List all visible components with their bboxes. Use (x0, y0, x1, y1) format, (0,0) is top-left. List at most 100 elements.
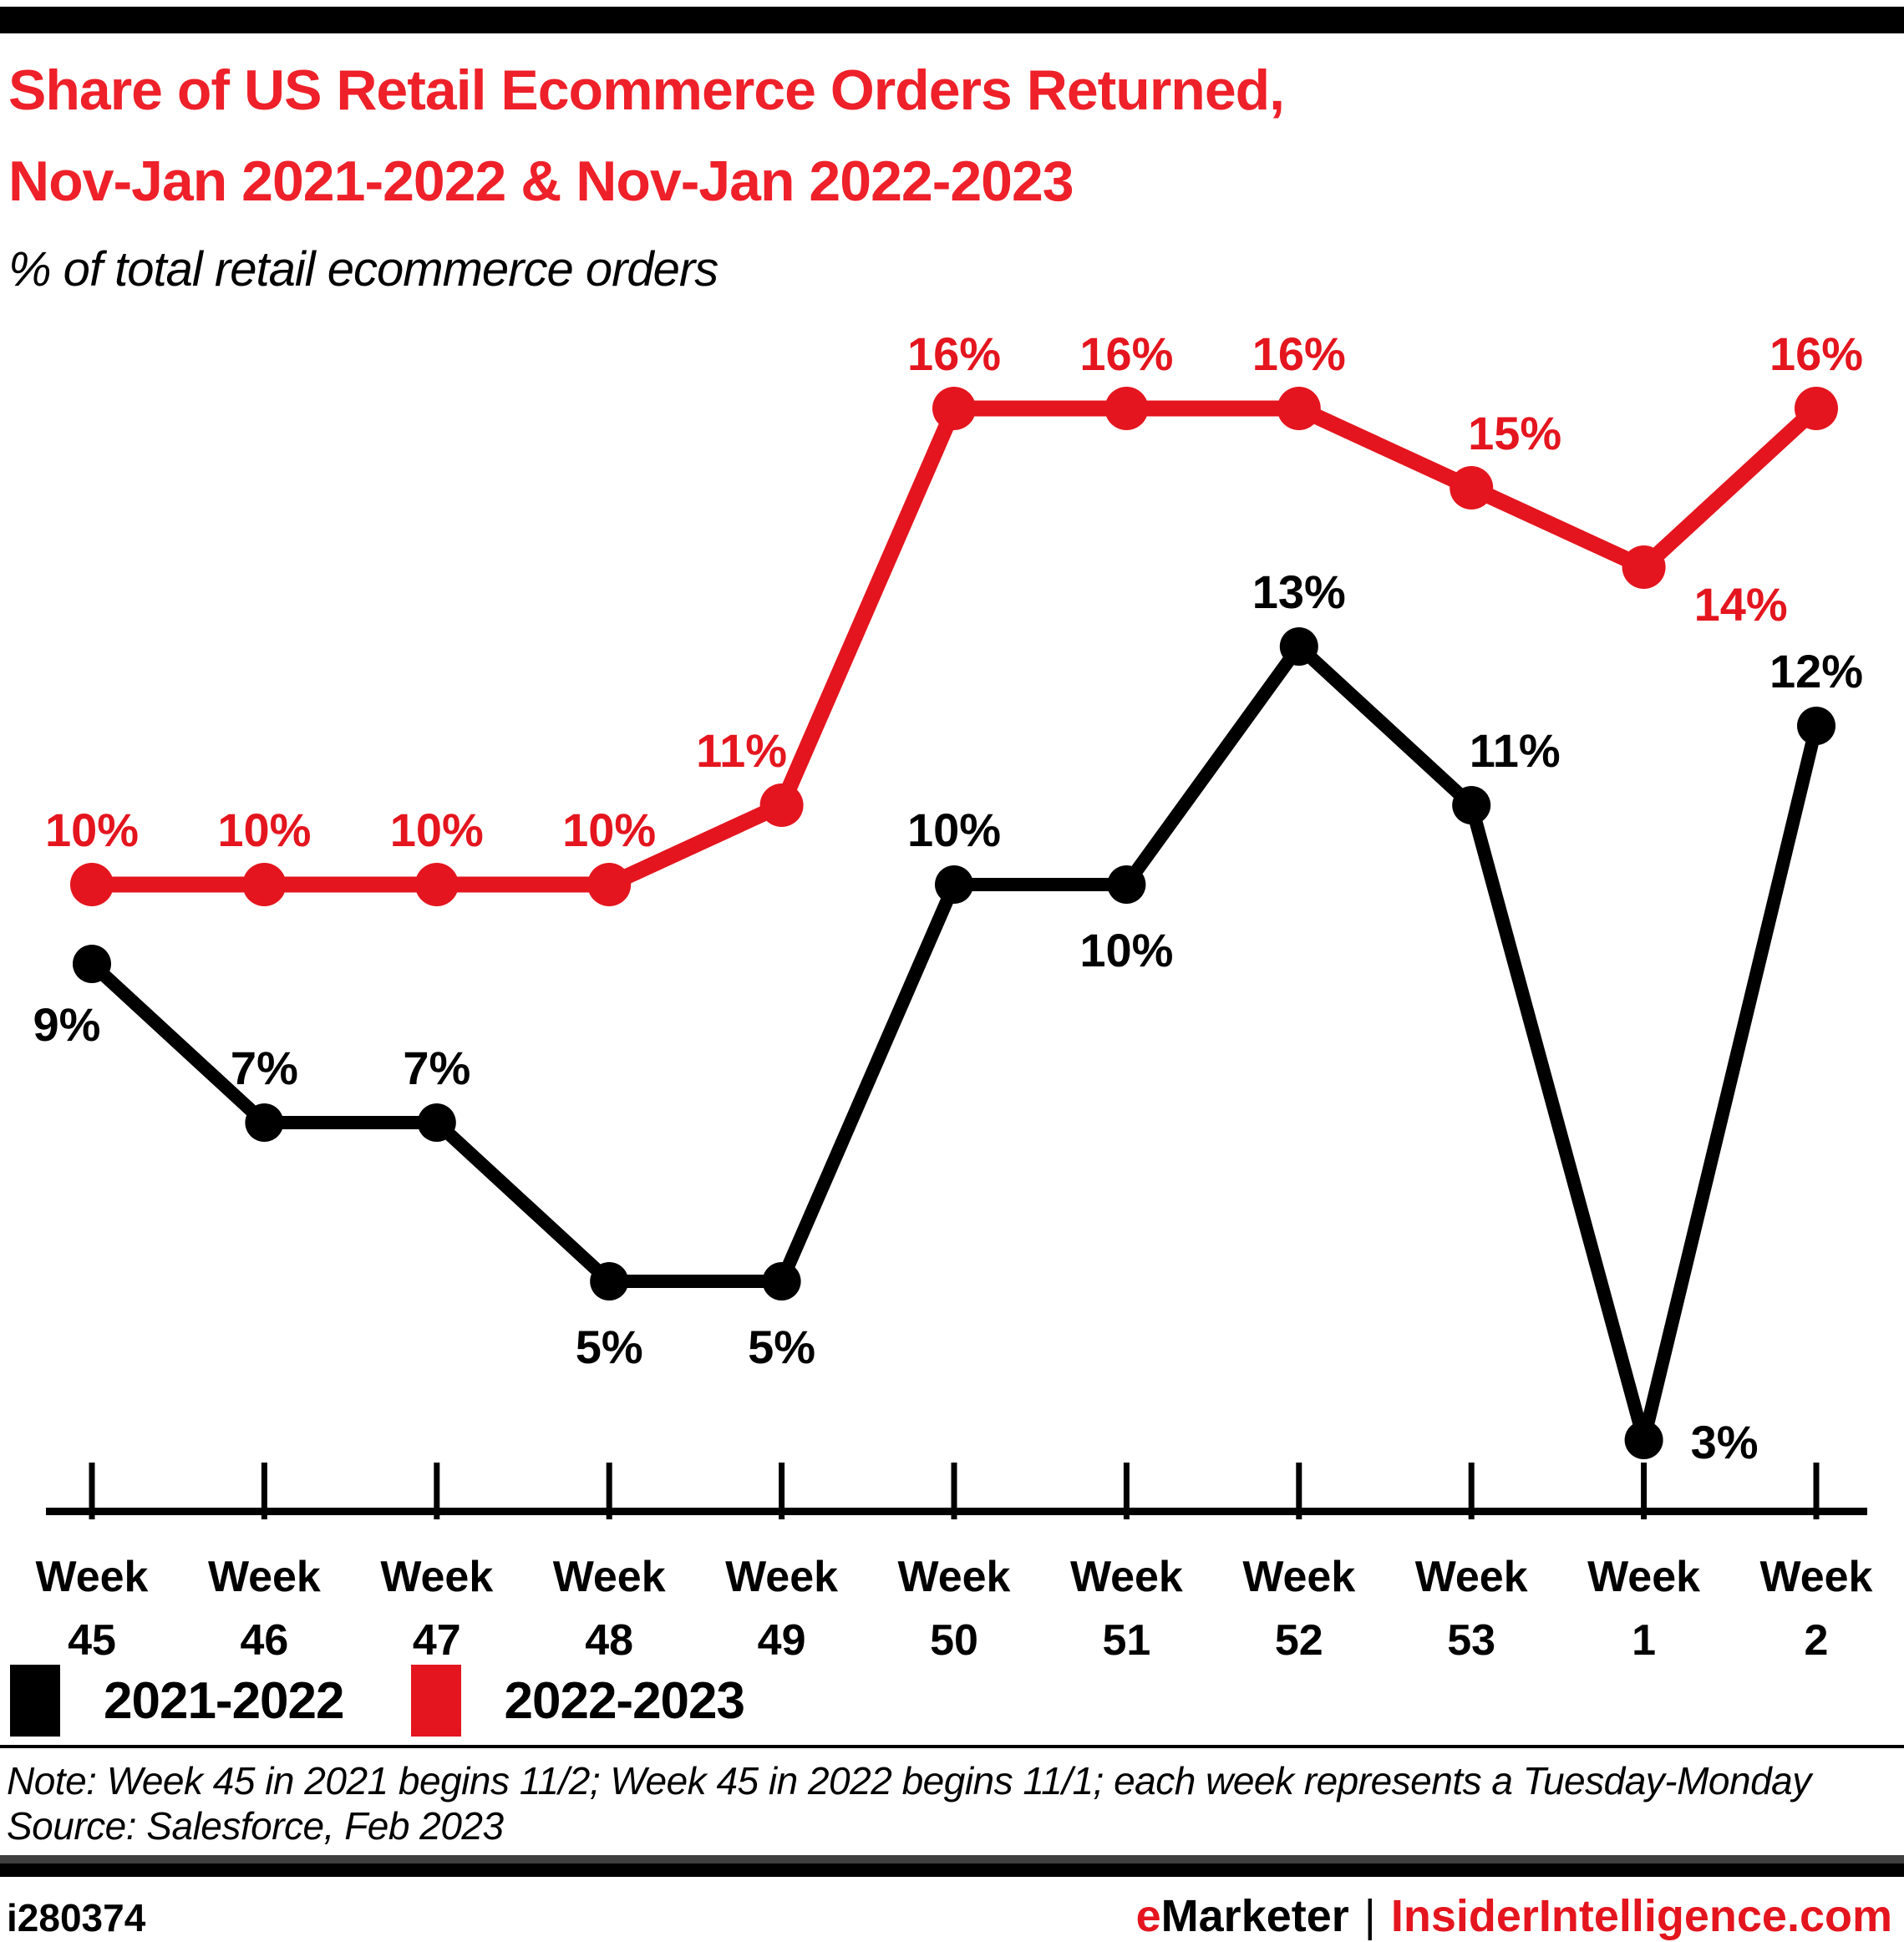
x-axis-label-week-number: 47 (413, 1616, 461, 1660)
brand-separator: | (1363, 1891, 1376, 1942)
x-axis-label-week-word: Week (208, 1553, 321, 1601)
x-axis-label-week-word: Week (1070, 1553, 1183, 1601)
x-axis-label-week-word: Week (1415, 1553, 1528, 1601)
x-axis-label-week-number: 45 (68, 1616, 116, 1660)
data-label-2022-2023-week-45: 10% (45, 804, 139, 856)
data-label-2022-2023-week-50: 16% (907, 327, 1001, 380)
x-axis-label-week-number: 46 (240, 1616, 288, 1660)
data-label-2022-2023-week-47: 10% (390, 804, 484, 856)
title-line-2: Nov-Jan 2021-2022 & Nov-Jan 2022-2023 (8, 149, 1074, 213)
data-point-2022-2023-week-52 (1277, 387, 1321, 431)
x-axis-tick (1468, 1463, 1475, 1520)
legend-item-2021-2022: 2021-2022 (10, 1665, 344, 1737)
footer-bar (0, 1855, 1904, 1878)
x-axis-label-week-number: 2 (1805, 1616, 1829, 1660)
x-axis-label-week-word: Week (36, 1553, 149, 1601)
data-point-2021-2022-week-50 (935, 865, 973, 905)
data-label-2021-2022-week-50: 10% (907, 804, 1001, 856)
data-point-2021-2022-week-48 (590, 1262, 629, 1301)
x-axis-tick (1641, 1463, 1648, 1520)
data-label-2021-2022-week-47: 7% (403, 1042, 470, 1094)
data-label-2022-2023-week-49: 11% (696, 724, 787, 777)
page-subtitle: % of total retail ecommerce orders (8, 241, 718, 297)
insider-intelligence-link[interactable]: InsiderIntelligence.com (1390, 1891, 1892, 1942)
emarketer-logo-rest: Marketer (1160, 1891, 1349, 1942)
data-point-2021-2022-week-52 (1279, 627, 1318, 667)
x-axis-label-week-word: Week (1760, 1553, 1873, 1601)
data-point-2021-2022-week-51 (1107, 865, 1146, 905)
data-point-2021-2022-week-45 (73, 945, 111, 984)
x-axis-tick (606, 1463, 612, 1520)
x-axis-tick (779, 1463, 785, 1520)
legend-swatch-black (10, 1665, 60, 1737)
data-label-2022-2023-week-51: 16% (1079, 327, 1173, 380)
note-text: Note: Week 45 in 2021 begins 11/2; Week … (7, 1759, 1811, 1803)
data-label-2021-2022-week-1: 3% (1691, 1416, 1759, 1468)
data-label-2021-2022-week-51: 10% (1079, 924, 1173, 976)
data-label-2022-2023-week-52: 16% (1252, 327, 1346, 380)
title-line-1: Share of US Retail Ecommerce Orders Retu… (8, 58, 1285, 122)
data-label-2022-2023-week-53: 15% (1468, 407, 1561, 459)
x-axis-label-week-word: Week (1242, 1553, 1355, 1601)
data-point-2021-2022-week-46 (245, 1103, 284, 1143)
data-label-2021-2022-week-53: 11% (1470, 724, 1561, 777)
data-point-2022-2023-week-48 (587, 863, 632, 907)
legend-label: 2022-2023 (504, 1671, 745, 1730)
x-axis-label-week-word: Week (553, 1553, 666, 1601)
footer-bar-black-strip (0, 1863, 1904, 1878)
x-axis-tick (1123, 1463, 1130, 1520)
data-label-2021-2022-week-52: 13% (1252, 565, 1346, 618)
x-axis-label-week-word: Week (1587, 1553, 1700, 1601)
data-point-2022-2023-week-1 (1622, 545, 1666, 590)
x-axis-label-week-number: 1 (1632, 1616, 1656, 1660)
legend-item-2022-2023: 2022-2023 (410, 1665, 745, 1737)
source-text: Source: Salesforce, Feb 2023 (7, 1804, 504, 1848)
data-label-2022-2023-week-46: 10% (217, 804, 311, 856)
data-label-2021-2022-week-2: 12% (1769, 645, 1863, 697)
data-label-2021-2022-week-48: 5% (576, 1321, 643, 1373)
legend-label: 2021-2022 (104, 1671, 344, 1730)
x-axis-label-week-number: 53 (1447, 1616, 1495, 1660)
x-axis-tick (261, 1463, 267, 1520)
data-point-2022-2023-week-47 (414, 863, 459, 907)
x-axis-label-week-number: 49 (758, 1616, 806, 1660)
chart-id: i280374 (7, 1896, 146, 1940)
x-axis-label-week-number: 51 (1102, 1616, 1150, 1660)
x-axis-label-week-word: Week (725, 1553, 838, 1601)
data-point-2022-2023-week-2 (1795, 387, 1838, 431)
data-point-2021-2022-week-49 (762, 1262, 801, 1301)
chart-area: Week 45 Week 46 Week 47 Week 48 Week 49 Week 50 Week… (0, 298, 1904, 1660)
top-black-bar (0, 7, 1904, 33)
x-axis-label-week-word: Week (898, 1553, 1011, 1601)
x-axis-tick (434, 1463, 440, 1520)
brand-lockup: eMarketer | InsiderIntelligence.com (1136, 1890, 1892, 1942)
emarketer-logo-e: e (1135, 1891, 1161, 1942)
data-label-2022-2023-week-1: 14% (1694, 578, 1788, 631)
chart-legend: 2021-2022 2022-2023 (10, 1665, 1904, 1737)
note-divider-line (0, 1745, 1904, 1749)
data-point-2021-2022-week-47 (417, 1103, 456, 1143)
data-label-2021-2022-week-45: 9% (33, 998, 101, 1051)
data-label-2022-2023-week-2: 16% (1769, 327, 1863, 380)
data-point-2022-2023-week-46 (242, 863, 287, 907)
x-axis-label-week-number: 48 (585, 1616, 633, 1660)
data-point-2021-2022-week-1 (1624, 1421, 1663, 1460)
chart-header: Share of US Retail Ecommerce Orders Retu… (0, 33, 1904, 298)
data-label-2022-2023-week-48: 10% (562, 804, 656, 856)
chart-notes: Note: Week 45 in 2021 begins 11/2; Week … (7, 1758, 1904, 1848)
line-chart-canvas: Week 45 Week 46 Week 47 Week 48 Week 49 Week 50 Week… (33, 327, 1873, 1660)
data-point-2021-2022-week-53 (1452, 786, 1491, 825)
data-point-2021-2022-week-2 (1797, 707, 1835, 746)
data-point-2022-2023-week-50 (932, 387, 976, 431)
data-label-2021-2022-week-49: 5% (748, 1321, 815, 1373)
x-axis-label-week-number: 52 (1275, 1616, 1323, 1660)
legend-swatch-red (410, 1665, 461, 1737)
footer: i280374 eMarketer | InsiderIntelligence.co… (0, 1890, 1904, 1942)
data-point-2022-2023-week-51 (1104, 387, 1149, 431)
x-axis-label-week-number: 50 (930, 1616, 978, 1660)
x-axis-tick (951, 1463, 957, 1520)
data-point-2022-2023-week-45 (70, 863, 114, 907)
data-point-2022-2023-week-49 (759, 783, 804, 828)
data-label-2021-2022-week-46: 7% (231, 1042, 298, 1094)
x-axis-label-week-word: Week (380, 1553, 493, 1601)
